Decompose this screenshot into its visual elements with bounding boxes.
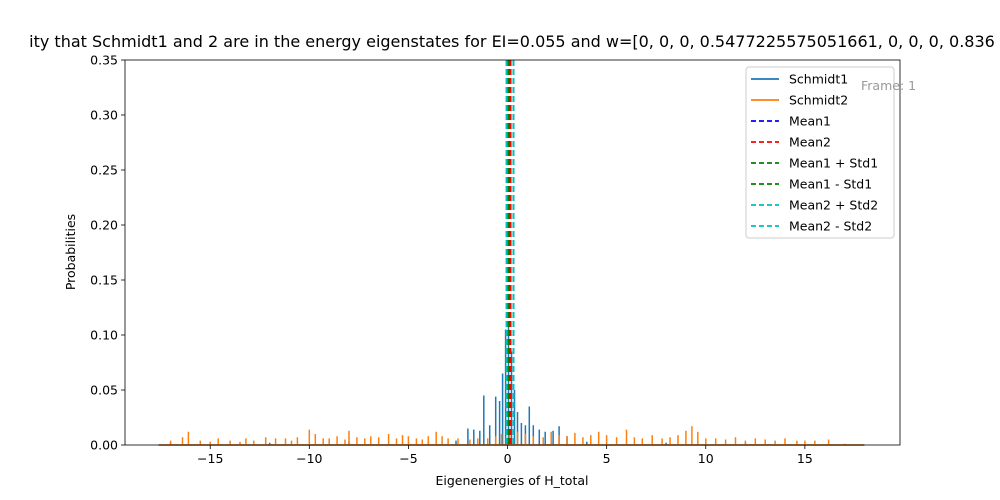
y-tick-label: 0.10 — [90, 328, 118, 343]
legend-label: Mean1 + Std1 — [789, 156, 878, 171]
y-tick-label: 0.30 — [90, 108, 118, 123]
x-tick-label: −15 — [197, 451, 223, 466]
x-tick-label: 5 — [603, 451, 611, 466]
x-tick-label: 10 — [698, 451, 714, 466]
y-tick-label: 0.15 — [90, 273, 118, 288]
x-axis-label: Eigenenergies of H_total — [436, 473, 589, 488]
plot-frame — [124, 59, 901, 446]
legend-box — [745, 66, 895, 239]
y-tick-label: 0.35 — [90, 53, 118, 68]
x-axis: −15 −10 −5 0 5 10 15 — [197, 445, 813, 466]
y-tick-label: 0.20 — [90, 218, 118, 233]
y-tick-label: 0.00 — [90, 438, 118, 453]
legend-label: Mean2 + Std2 — [789, 198, 878, 213]
legend-label: Schmidt2 — [789, 93, 848, 108]
y-tick-label: 0.25 — [90, 163, 118, 178]
legend-label: Mean2 — [789, 135, 831, 150]
legend-label: Mean2 - Std2 — [789, 219, 872, 234]
legend-label: Mean1 - Std1 — [789, 177, 872, 192]
x-tick-label: 0 — [504, 451, 512, 466]
legend-label: Mean1 — [789, 114, 831, 129]
y-axis: 0.00 0.05 0.10 0.15 0.20 0.25 0.30 0.35 — [90, 53, 125, 453]
x-tick-label: 15 — [797, 451, 813, 466]
chart-title: ity that Schmidt1 and 2 are in the energ… — [29, 32, 995, 51]
legend: Schmidt1 Schmidt2 Mean1 Mean2 Mean1 + Std1 Me… — [745, 66, 895, 239]
legend-label: Schmidt1 — [789, 72, 848, 87]
y-axis-label: Probabilities — [63, 214, 78, 290]
legend-entries: Schmidt1 Schmidt2 Mean1 Mean2 Mean1 + Std1 Me… — [751, 72, 878, 234]
x-tick-label: −10 — [296, 451, 322, 466]
y-tick-label: 0.05 — [90, 383, 118, 398]
frame-annotation: Frame: 1 — [861, 78, 916, 93]
x-tick-label: −5 — [399, 451, 417, 466]
vline-layer — [505, 60, 515, 445]
